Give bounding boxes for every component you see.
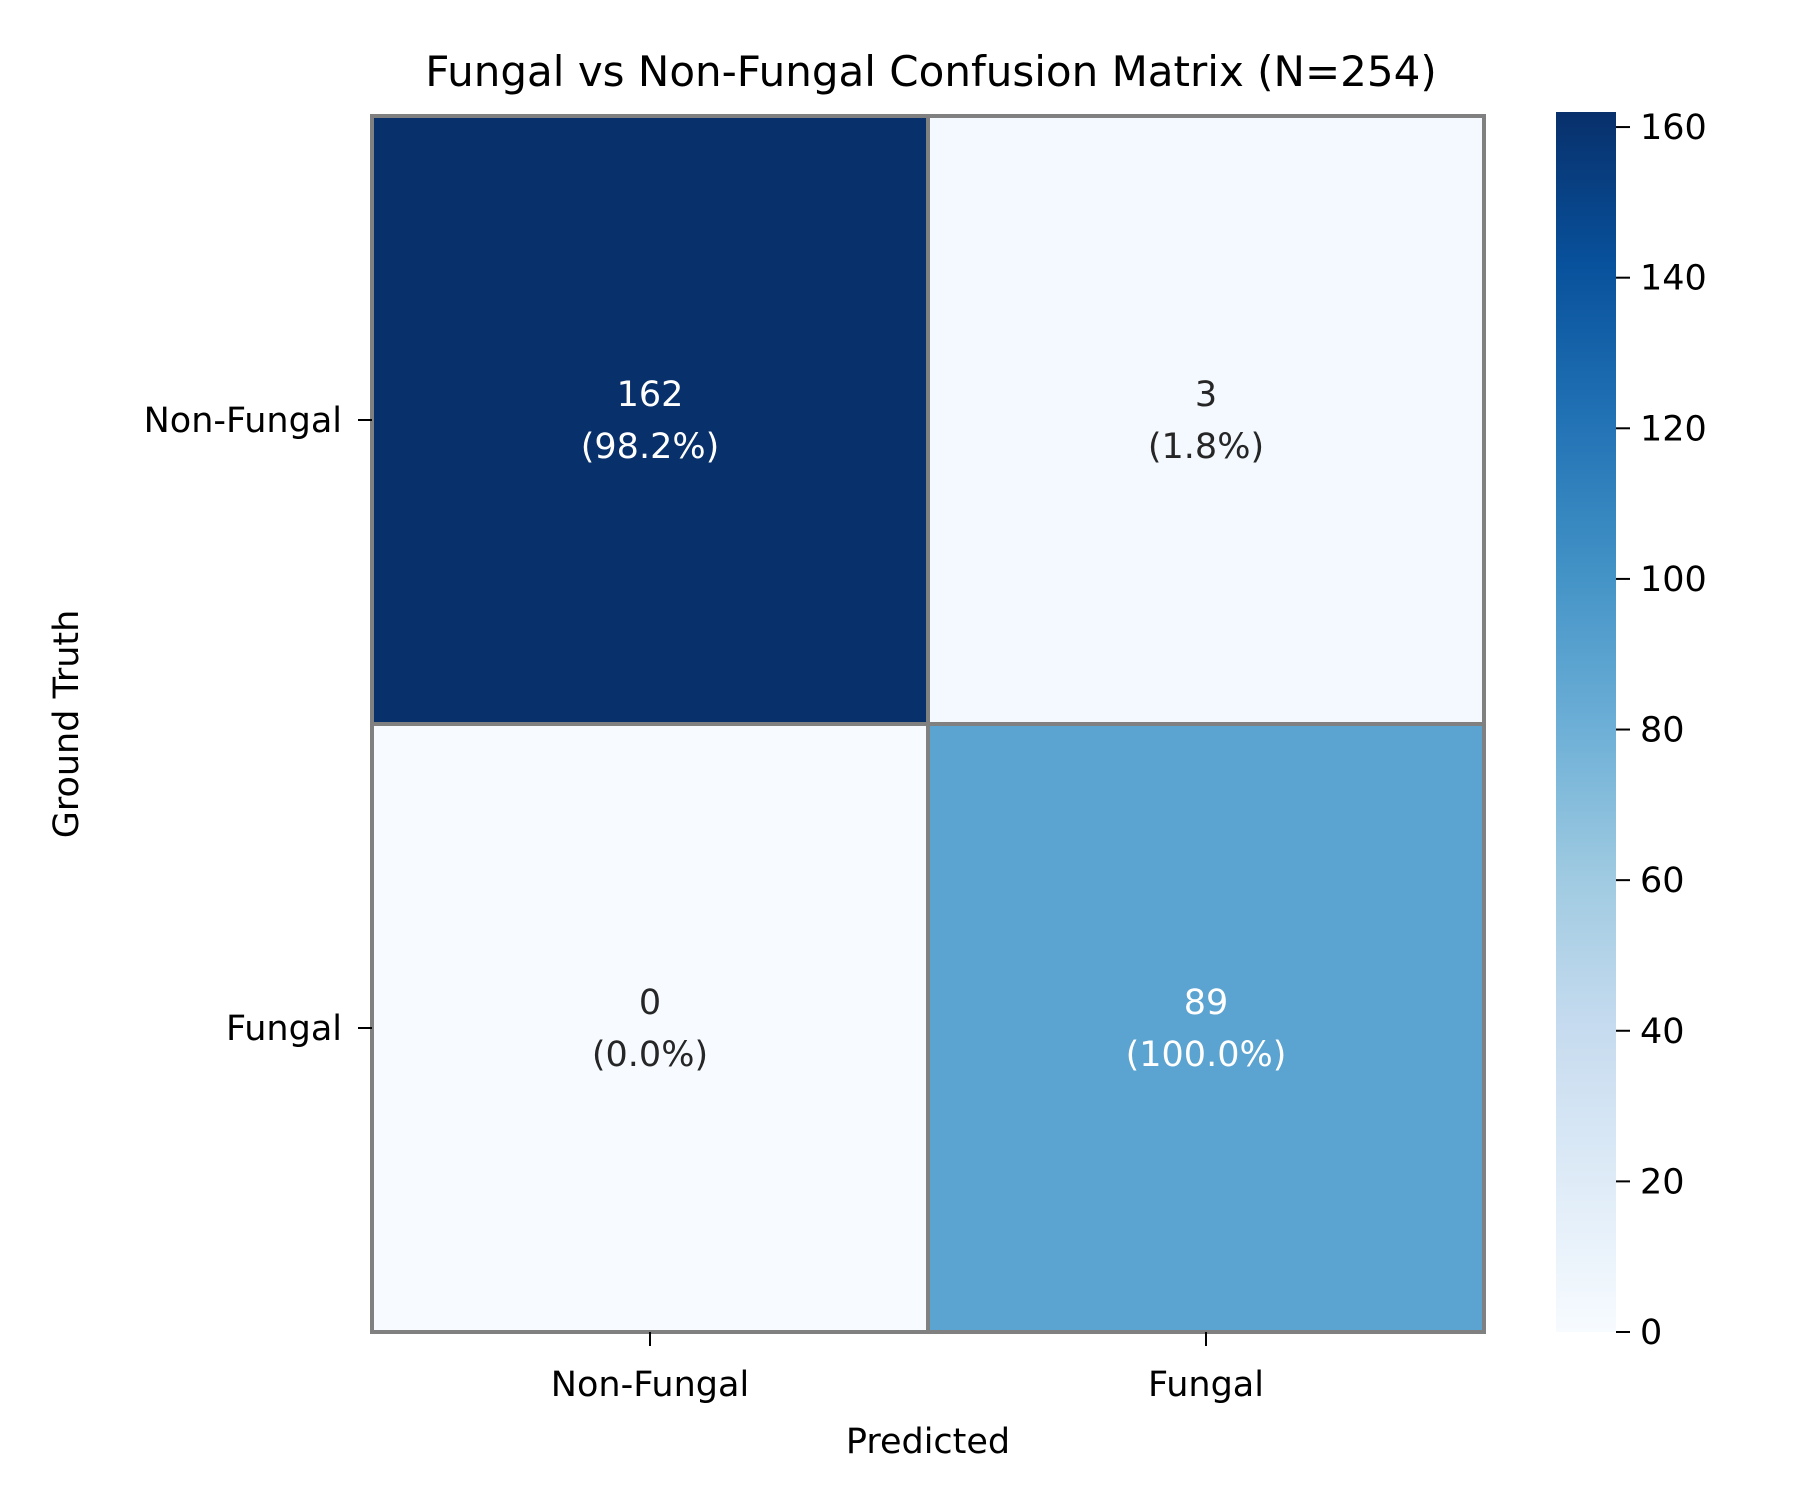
colorbar-tick-label: 0: [1640, 1313, 1662, 1353]
heatmap-cell: [926, 722, 1486, 1334]
cell-percent-label: (1.8%): [1148, 427, 1264, 467]
y-tick-label: Fungal: [226, 1009, 342, 1049]
x-axis-ticks: Non-Fungal Fungal: [551, 1332, 1264, 1405]
heatmap-cell: [370, 114, 930, 726]
y-axis-label: Ground Truth: [47, 610, 87, 839]
colorbar-tick-label: 60: [1640, 861, 1685, 901]
y-tick-label: Non-Fungal: [144, 401, 342, 441]
cell-percent-label: (98.2%): [581, 427, 720, 467]
colorbar-tick-label: 80: [1640, 711, 1685, 751]
colorbar-ticks: 0 20 40 60 80 100 120 140 160: [1616, 108, 1707, 1353]
cell-count-label: 162: [617, 375, 684, 415]
colorbar-tick-label: 160: [1640, 108, 1707, 148]
colorbar-tick-label: 40: [1640, 1012, 1685, 1052]
cell-count-label: 0: [639, 983, 661, 1023]
colorbar-tick-label: 140: [1640, 259, 1707, 299]
heatmap-cell-labels: 162 (98.2%) 3 (1.8%) 0 (0.0%) 89 (100.0%): [581, 375, 1287, 1075]
cell-percent-label: (0.0%): [592, 1035, 708, 1075]
heatmap-frame: [371, 115, 1485, 1333]
y-axis-ticks: Non-Fungal Fungal: [144, 401, 372, 1049]
cell-count-label: 3: [1195, 375, 1217, 415]
cell-percent-label: (100.0%): [1126, 1035, 1287, 1075]
cell-count-label: 89: [1184, 983, 1229, 1023]
chart-title: Fungal vs Non-Fungal Confusion Matrix (N…: [425, 47, 1436, 96]
heatmap-cells: [370, 114, 1486, 1334]
colorbar: [1556, 112, 1616, 1332]
colorbar-tick-label: 100: [1640, 560, 1707, 600]
x-axis-label: Predicted: [846, 1422, 1010, 1462]
x-tick-label: Non-Fungal: [551, 1365, 749, 1405]
x-tick-label: Fungal: [1148, 1365, 1264, 1405]
colorbar-tick-label: 120: [1640, 409, 1707, 449]
heatmap-cell: [926, 114, 1486, 726]
colorbar-tick-label: 20: [1640, 1162, 1685, 1202]
heatmap-cell: [370, 722, 930, 1334]
